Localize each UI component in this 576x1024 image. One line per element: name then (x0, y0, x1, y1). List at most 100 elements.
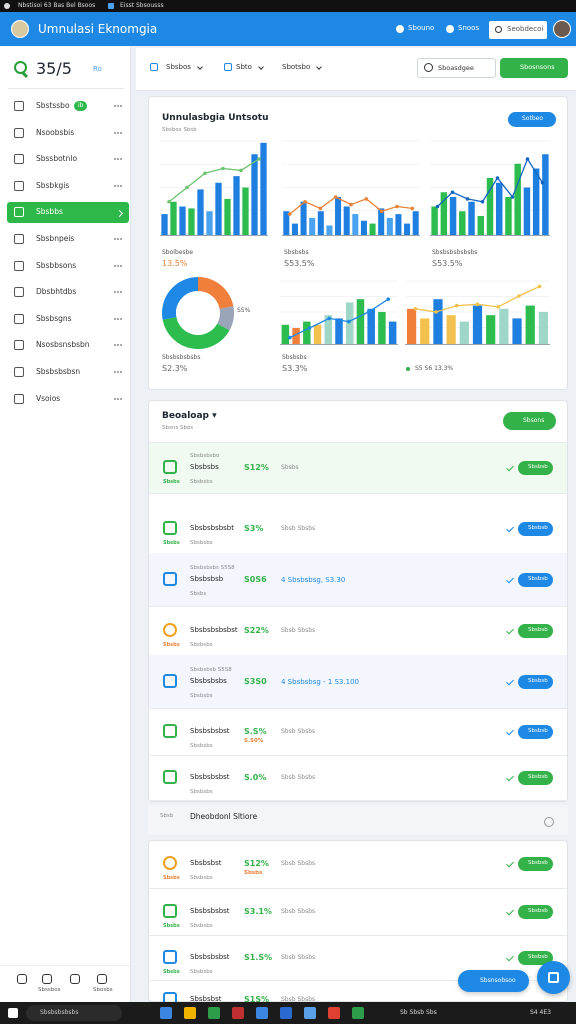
row-button[interactable]: Sbsbsb (518, 857, 553, 871)
toolbar-tab[interactable]: Sbotsbo (282, 63, 311, 71)
nav-label[interactable]: Sbsbbsons (36, 260, 77, 270)
nav-icon (14, 154, 24, 165)
trend-point (386, 297, 390, 301)
trend-point (333, 195, 338, 199)
taskbar-search[interactable]: Sbsbsbsbsbs (26, 1005, 122, 1021)
nav-more (114, 264, 122, 269)
nav-icon (14, 367, 24, 377)
legend-dot (406, 367, 410, 371)
row-icon (163, 949, 177, 964)
nav-icon (14, 127, 24, 138)
trend-point (495, 176, 500, 180)
bar (523, 187, 531, 235)
bottom-nav-icon (42, 974, 52, 984)
toolbar-tab[interactable]: Sbto (236, 63, 252, 71)
search-box[interactable]: Seobdecoi (489, 21, 547, 39)
nav-more (114, 371, 122, 375)
bar (317, 211, 324, 235)
row-title: Sbsbsbsbst (190, 726, 230, 735)
header-action[interactable]: Sbouno (408, 24, 435, 32)
trend-point (434, 310, 438, 314)
bar (197, 189, 204, 235)
fab[interactable] (537, 961, 570, 994)
row-highlight (149, 655, 567, 708)
floating-button-label: Sbsnsobsoo (480, 977, 516, 984)
trend-point (288, 335, 292, 340)
window-tab: Nbstisoi 63 Bas Bel Bsoos (18, 2, 96, 9)
row-button-label: Sbsbsb (528, 464, 548, 470)
taskbar-clock: S4 4E3 (530, 1009, 551, 1016)
nav-label[interactable]: Sbsbnpeis (36, 234, 75, 243)
row-desc: Sbsb Sbsbs (281, 860, 316, 867)
bottom-nav-label[interactable]: Sbssbos (38, 987, 61, 993)
date-button[interactable]: Sboasdgee (417, 58, 496, 78)
row-title: Sbsbsbsb (190, 574, 224, 583)
bar (356, 299, 365, 344)
trend-point (540, 180, 545, 185)
card-button[interactable]: Sotbeo (508, 112, 556, 127)
row-button[interactable]: Sbsbsb (518, 724, 553, 739)
nav-label[interactable]: Sbsbkgis (36, 180, 70, 190)
trend-point (307, 326, 312, 330)
bar (345, 302, 354, 344)
donut-slice (162, 277, 199, 320)
trend-line (437, 157, 544, 207)
header-action[interactable]: Snoos (458, 24, 480, 32)
nav-label[interactable]: Sbsbsgns (36, 313, 72, 323)
row-button[interactable]: Sbsbsb (518, 674, 553, 689)
row-button[interactable]: Sbsbsb (518, 522, 553, 536)
primary-button[interactable]: Sbosnsons (500, 58, 568, 78)
nav-label[interactable]: Vsoios (36, 393, 61, 403)
row-button[interactable]: Sbsbsb (518, 623, 553, 638)
bar (215, 182, 222, 235)
chart-caption: Sbsbsbs (282, 354, 307, 361)
trend-point (379, 209, 384, 214)
bar (446, 315, 456, 344)
row-icon (163, 856, 177, 870)
trend-point (366, 310, 371, 314)
row-button-label: Sbsbsb (528, 953, 548, 960)
bar (420, 318, 430, 344)
axis (405, 344, 550, 345)
row-button[interactable]: Sbsbsb (518, 572, 553, 587)
row-button[interactable]: Sbsbsb (518, 950, 553, 965)
chart-caption: S5 S6 13.3% (415, 365, 454, 372)
taskbar-app (256, 1007, 268, 1019)
bar (378, 208, 385, 235)
row-divider (149, 708, 567, 709)
nav-label[interactable]: Sbssbotnlo (36, 154, 78, 164)
trend-point (287, 212, 292, 216)
nav-icon (14, 101, 24, 111)
nav-label[interactable]: Sbsbsbsbsn (36, 367, 81, 376)
row-button[interactable]: Sbsbsb (518, 904, 553, 919)
trend-point (347, 319, 351, 324)
row-button[interactable]: Sbsbsb (518, 770, 553, 785)
nav-label[interactable]: Nsoobsbis (36, 127, 75, 137)
trend-point (318, 206, 323, 211)
chart-stat: S3.3% (282, 364, 308, 373)
row-button-label: Sbsbsb (528, 626, 548, 633)
floating-button[interactable]: Sbsnsobsoo (458, 970, 529, 992)
nav-more (114, 317, 122, 322)
avatar[interactable] (553, 20, 571, 38)
action-icon (446, 25, 454, 33)
list-button-label: Sbsons (523, 417, 545, 424)
bottom-nav-label[interactable]: Sbosbs (93, 987, 113, 993)
trend-point (496, 305, 501, 309)
nav-label[interactable]: Sbsbbs (36, 207, 63, 217)
toolbar-tab[interactable]: Sbsbos (166, 63, 191, 71)
chart-stat: S53.5% (432, 259, 463, 268)
nav-active (7, 202, 129, 224)
nav-more (114, 397, 122, 402)
chart-svg (160, 140, 268, 235)
row-desc: Sbsb Sbsbs (281, 907, 316, 915)
row-desc: Sbsb Sbsbs (281, 626, 316, 634)
taskbar-app (232, 1007, 244, 1019)
axis (282, 235, 420, 236)
row-button[interactable]: Sbsbsb (518, 461, 553, 475)
nav-label[interactable]: Dbsbhtdbs (36, 287, 77, 297)
section-title: Dheobdonl Sltiore (190, 812, 258, 821)
nav-label[interactable]: Sbstssbo (36, 101, 70, 110)
list-button[interactable]: Sbsons (503, 412, 556, 430)
nav-label[interactable]: Nsosbsnsbsbn (36, 340, 90, 350)
